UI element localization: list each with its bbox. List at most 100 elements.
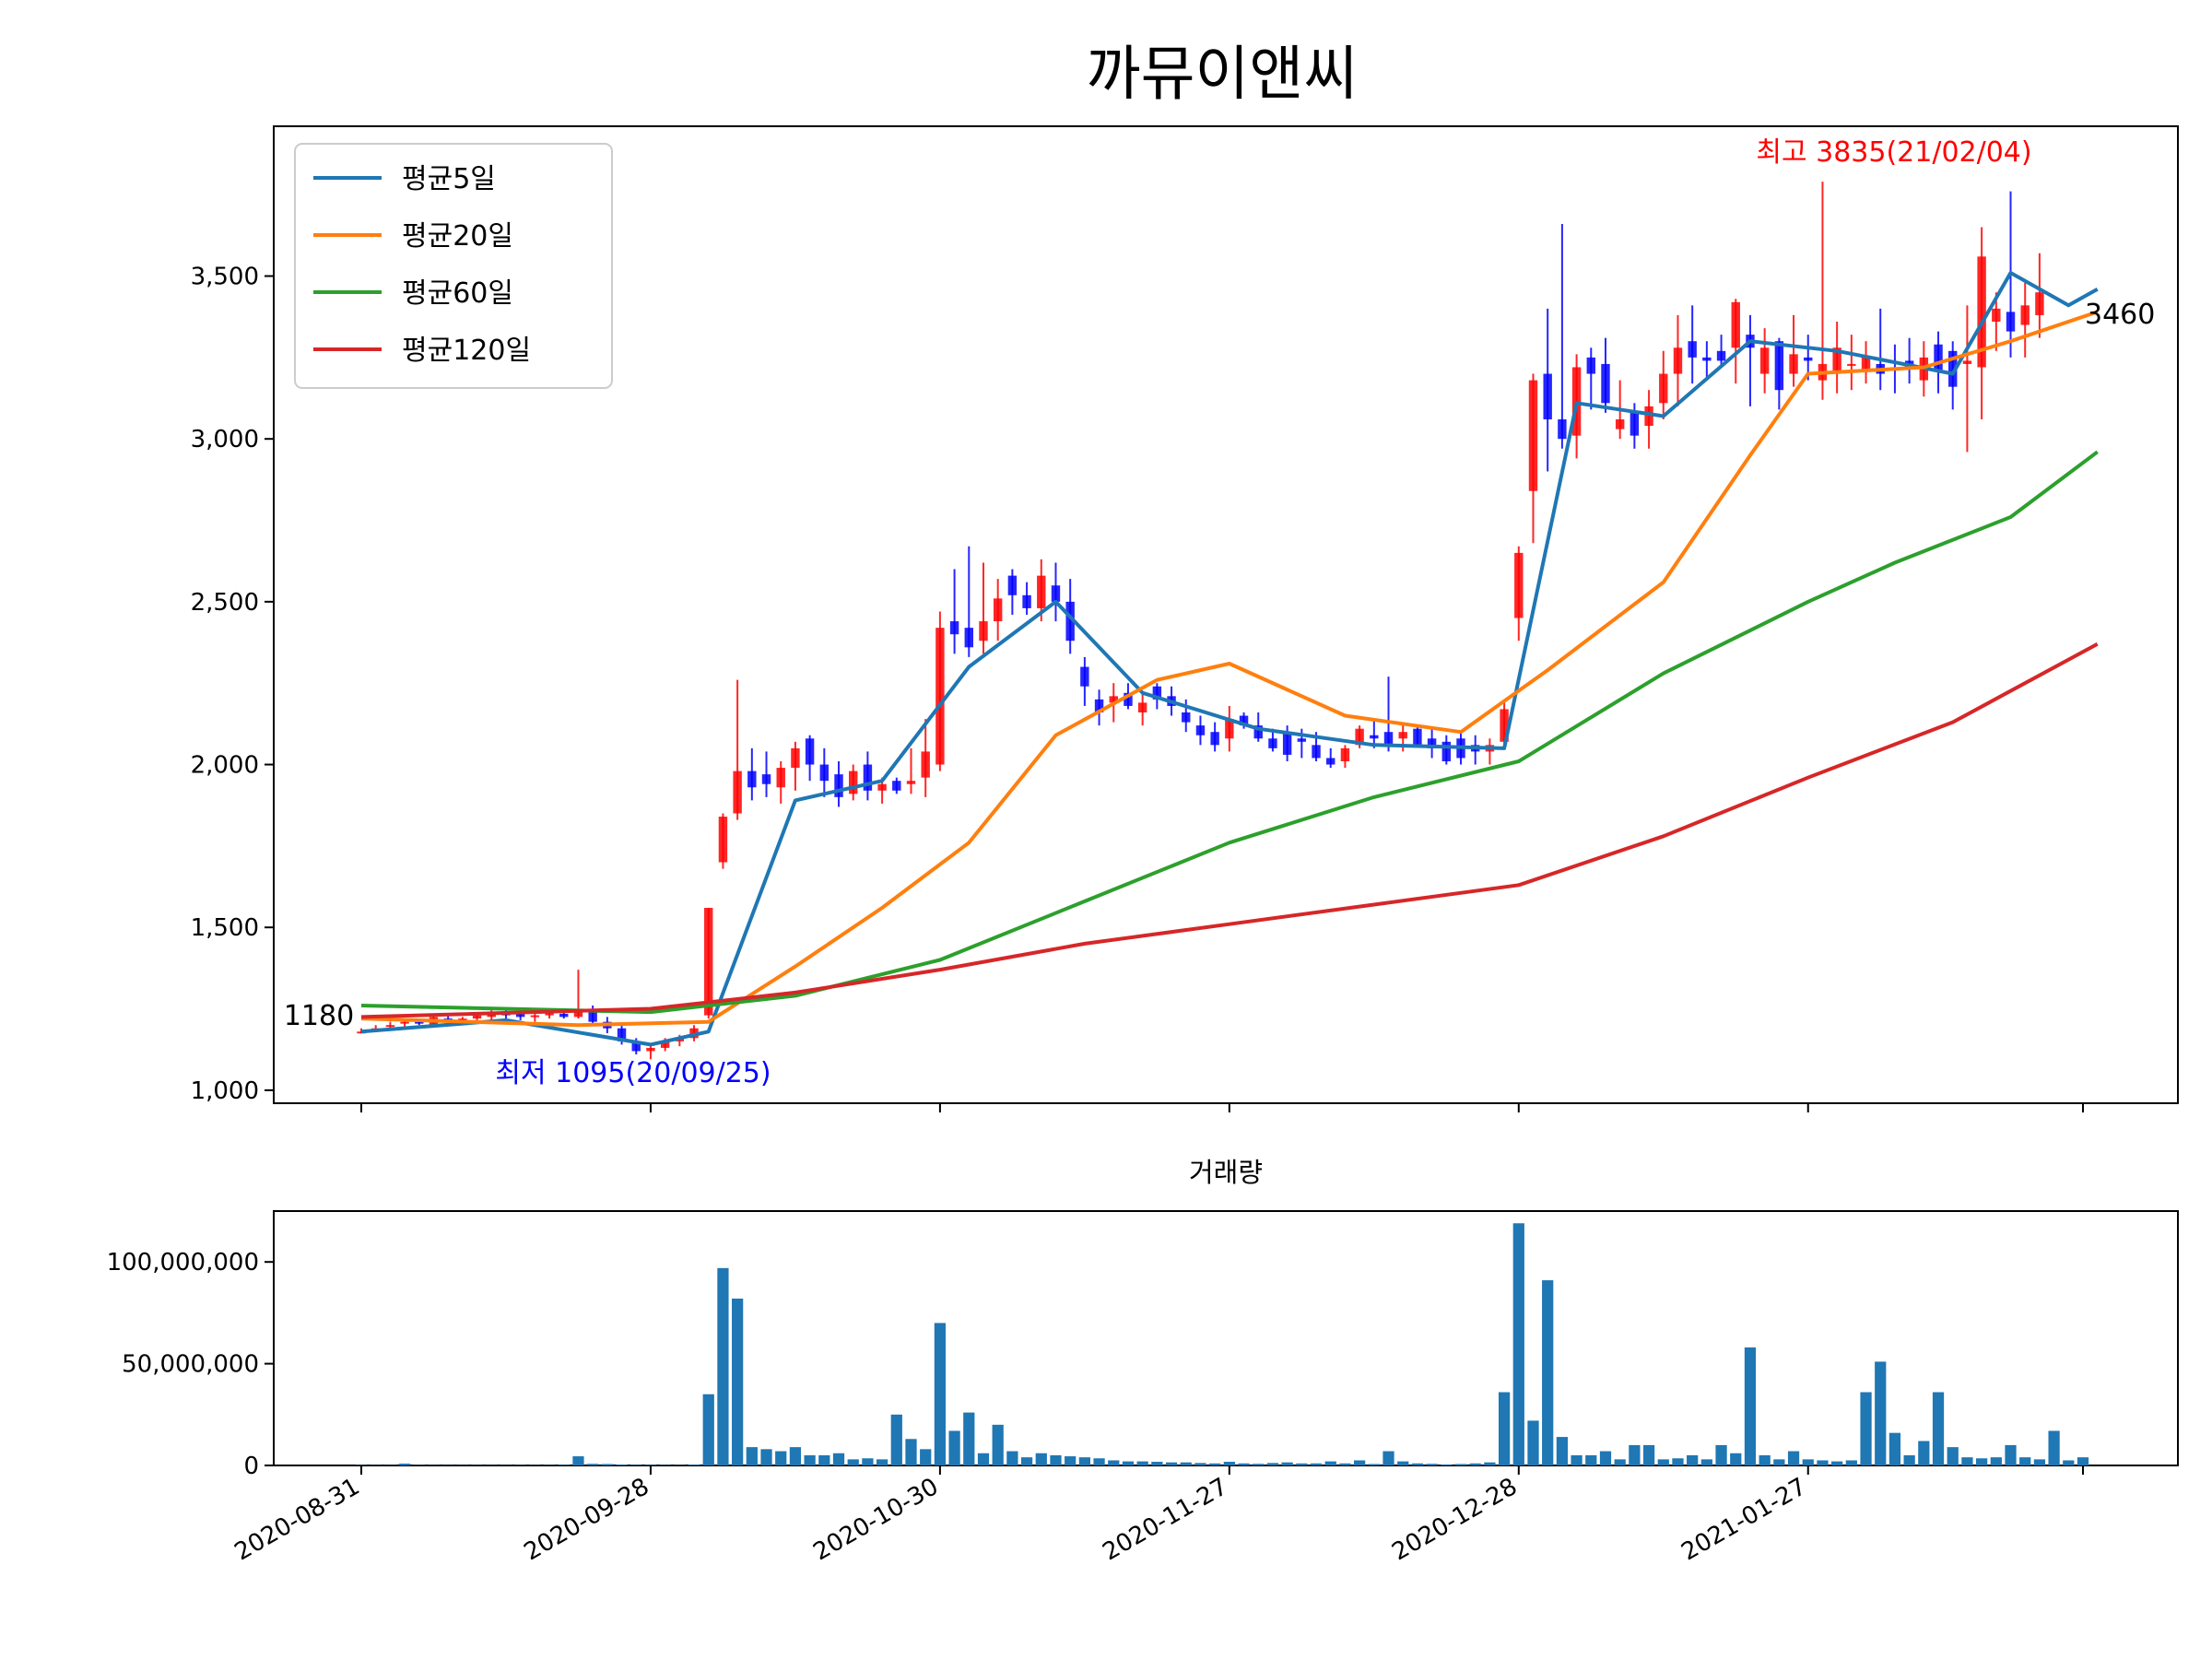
ma-line — [360, 271, 2099, 1047]
price-plot-frame — [273, 125, 2179, 1104]
candle-body — [2020, 305, 2030, 325]
volume-bar — [1585, 1454, 1597, 1465]
volume-bar — [1759, 1454, 1771, 1465]
candle-body — [1847, 363, 1856, 366]
candle-body — [761, 774, 771, 784]
start-price-label: 1180 — [284, 1000, 354, 1032]
price-y-tick-label: 3,000 — [191, 426, 259, 453]
volume-bar — [818, 1454, 830, 1465]
candle-body — [385, 1025, 395, 1028]
volume-bar — [1093, 1458, 1105, 1465]
volume-bar — [1787, 1451, 1800, 1465]
volume-bar — [1672, 1458, 1684, 1465]
volume-bar — [963, 1412, 975, 1465]
price-y-tick-label: 1,000 — [191, 1077, 259, 1105]
volume-bar — [1947, 1447, 1959, 1465]
volume-bar — [1339, 1463, 1351, 1465]
volume-bar — [1165, 1462, 1178, 1465]
volume-bar — [847, 1459, 859, 1465]
candle-body — [660, 1041, 670, 1048]
candle-body — [1948, 350, 1958, 387]
volume-bar — [1932, 1392, 1945, 1465]
volume-bar — [1006, 1451, 1018, 1465]
candle-body — [1413, 728, 1422, 746]
volume-bar — [1310, 1463, 1323, 1465]
volume-bar — [1108, 1460, 1120, 1465]
volume-bar — [702, 1394, 714, 1465]
volume-bar — [1657, 1459, 1669, 1465]
candle-body — [834, 774, 843, 797]
volume-bar — [1454, 1464, 1467, 1465]
candle-body — [1210, 732, 1219, 746]
legend-label: 평균5일 — [402, 163, 496, 195]
candle-body — [921, 751, 930, 778]
candle-body — [949, 621, 959, 635]
candle-body — [1644, 406, 1653, 427]
candle-body — [1137, 702, 1147, 712]
candle-body — [415, 1021, 424, 1024]
candle-body — [1832, 347, 1841, 374]
candle-body — [1615, 419, 1625, 429]
volume-bar — [1990, 1457, 2002, 1465]
price-y-tick-label: 2,500 — [191, 589, 259, 617]
candle-body — [1586, 357, 1595, 374]
candle-body — [646, 1047, 655, 1052]
candle-body — [1861, 357, 1871, 371]
candle-body — [1109, 696, 1118, 703]
candle-body — [1037, 575, 1046, 608]
candle-body — [892, 781, 901, 791]
candle-body — [1312, 745, 1321, 759]
candle-body — [1659, 373, 1668, 404]
volume-bar — [1556, 1437, 1569, 1465]
volume-bar — [717, 1267, 729, 1465]
volume-bar — [905, 1439, 917, 1465]
volume-bar — [1512, 1223, 1524, 1465]
price-y-tick-label: 2,000 — [191, 752, 259, 780]
volume-bar — [832, 1453, 845, 1465]
volume-bar — [977, 1453, 990, 1465]
volume-bar — [2033, 1459, 2046, 1465]
candle-body — [1282, 732, 1292, 755]
volume-bar — [760, 1449, 772, 1465]
candle-body — [1065, 601, 1075, 641]
volume-bar — [1700, 1459, 1712, 1465]
candle-body — [1340, 747, 1350, 761]
volume-bar — [398, 1464, 411, 1465]
volume-bar — [789, 1447, 802, 1465]
volume-bar — [1498, 1392, 1511, 1465]
volume-bar — [1599, 1451, 1612, 1465]
volume-bar — [934, 1323, 947, 1465]
candle-body — [1225, 719, 1234, 739]
volume-bar — [1469, 1463, 1481, 1465]
price-x-axis — [360, 1103, 2084, 1112]
volume-bar — [1918, 1441, 1930, 1465]
volume-bar — [1238, 1463, 1250, 1465]
volume-bar — [1035, 1453, 1047, 1465]
candle-body — [1022, 594, 1031, 608]
candle-body — [1630, 412, 1640, 436]
candle-body — [617, 1028, 627, 1041]
volume-bar — [1875, 1361, 1887, 1465]
candle-body — [805, 738, 815, 765]
volume-bar — [1730, 1453, 1742, 1465]
legend-box — [294, 143, 613, 389]
ma-line — [360, 450, 2099, 1015]
price-panel: 1,000 1,500 2,000 2,500 3,000 3,500 최고 3835(2… — [191, 125, 2179, 1112]
candle-body — [704, 908, 713, 1016]
candle-body — [1500, 709, 1509, 742]
candle-body — [906, 781, 916, 784]
volume-bar — [1411, 1463, 1424, 1465]
candle-body — [1673, 347, 1683, 374]
volume-bar — [1629, 1444, 1641, 1465]
volume-bar — [1194, 1463, 1206, 1465]
volume-bar — [1122, 1461, 1135, 1465]
volume-bar — [601, 1464, 613, 1465]
candle-body — [979, 621, 988, 641]
candle-body — [1804, 357, 1813, 361]
candle-body — [1253, 725, 1263, 739]
candle-body — [1124, 692, 1133, 706]
volume-bar — [1484, 1462, 1496, 1465]
legend-label: 평균120일 — [402, 335, 531, 367]
moving-average-lines — [360, 271, 2099, 1047]
